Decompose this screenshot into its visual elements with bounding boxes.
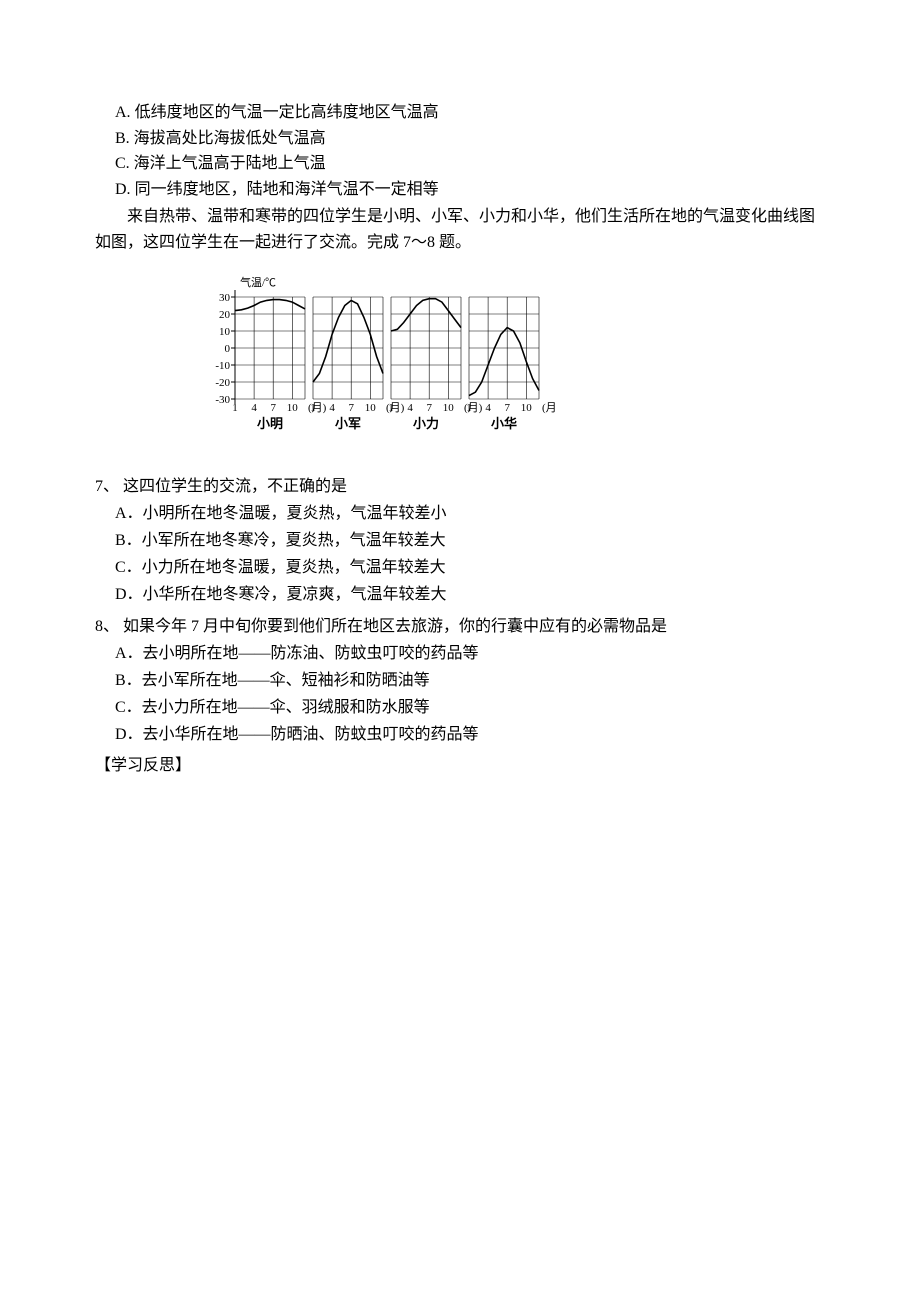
- prev-option-c: C. 海洋上气温高于陆地上气温: [115, 151, 825, 177]
- section-reflection-title: 【学习反思】: [95, 752, 825, 779]
- curve-xiao-hua: [469, 327, 539, 395]
- svg-text:4: 4: [407, 402, 413, 414]
- q8-option-b: B．去小军所在地——伞、短袖衫和防晒油等: [115, 667, 825, 694]
- svg-text:30: 30: [219, 292, 231, 304]
- svg-text:1: 1: [310, 402, 316, 414]
- chart-y-label: 气温/℃: [240, 275, 276, 289]
- svg-text:小华: 小华: [491, 416, 517, 431]
- option-text: 海拔高处比海拔低处气温高: [134, 130, 326, 147]
- option-text: 同一纬度地区，陆地和海洋气温不一定相等: [135, 181, 439, 198]
- svg-text:20: 20: [219, 309, 231, 321]
- option-letter: C.: [115, 155, 134, 172]
- prev-option-d: D. 同一纬度地区，陆地和海洋气温不一定相等: [115, 177, 825, 203]
- svg-text:0: 0: [225, 343, 231, 355]
- q8-option-d: D．去小华所在地——防晒油、防蚊虫叮咬的药品等: [115, 721, 825, 748]
- chart-y-axis: 30 20 10 0 -10 -20 -30: [215, 292, 230, 406]
- svg-text:7: 7: [504, 402, 510, 414]
- curve-xiao-jun: [313, 300, 383, 382]
- option-letter: D.: [115, 181, 135, 198]
- q7-stem: 7、 这四位学生的交流，不正确的是: [95, 473, 825, 500]
- curve-xiao-ming: [235, 299, 305, 310]
- svg-text:小明: 小明: [257, 416, 283, 431]
- svg-text:-20: -20: [215, 377, 230, 389]
- option-text: 海洋上气温高于陆地上气温: [134, 155, 326, 172]
- svg-text:小军: 小军: [335, 416, 361, 431]
- curve-xiao-li: [391, 298, 461, 330]
- prev-option-b: B. 海拔高处比海拔低处气温高: [115, 126, 825, 152]
- svg-text:4: 4: [251, 402, 257, 414]
- svg-text:1: 1: [388, 402, 394, 414]
- svg-text:10: 10: [219, 326, 231, 338]
- q8-option-a: A．去小明所在地——防冻油、防蚊虫叮咬的药品等: [115, 640, 825, 667]
- svg-text:10: 10: [443, 402, 455, 414]
- option-letter: A.: [115, 104, 135, 121]
- q7-option-a: A．小明所在地冬温暖，夏炎热，气温年较差小: [115, 500, 825, 527]
- svg-text:-30: -30: [215, 394, 230, 406]
- svg-text:7: 7: [270, 402, 276, 414]
- svg-text:-10: -10: [215, 360, 230, 372]
- chart-y-axis-line: [231, 290, 235, 404]
- svg-text:4: 4: [329, 402, 335, 414]
- svg-text:4: 4: [485, 402, 491, 414]
- option-letter: B.: [115, 130, 134, 147]
- q7-option-d: D．小华所在地冬寒冷，夏凉爽，气温年较差大: [115, 581, 825, 608]
- svg-text:(月): (月): [542, 402, 555, 414]
- temperature-chart: 气温/℃ 30 20 10 0 -10 -20 -30 14710(月) 小明: [195, 274, 825, 449]
- svg-text:1: 1: [466, 402, 472, 414]
- q7-option-b: B．小军所在地冬寒冷，夏炎热，气温年较差大: [115, 527, 825, 554]
- svg-text:7: 7: [348, 402, 354, 414]
- q8-option-c: C．去小力所在地——伞、羽绒服和防水服等: [115, 694, 825, 721]
- svg-text:10: 10: [287, 402, 299, 414]
- svg-text:小力: 小力: [413, 416, 439, 431]
- svg-text:7: 7: [426, 402, 432, 414]
- intro-paragraph: 来自热带、温带和寒带的四位学生是小明、小军、小力和小华，他们生活所在地的气温变化…: [95, 204, 825, 255]
- q7-option-c: C．小力所在地冬温暖，夏炎热，气温年较差大: [115, 554, 825, 581]
- svg-text:10: 10: [521, 402, 533, 414]
- prev-option-a: A. 低纬度地区的气温一定比高纬度地区气温高: [115, 100, 825, 126]
- svg-text:10: 10: [365, 402, 377, 414]
- option-text: 低纬度地区的气温一定比高纬度地区气温高: [135, 104, 439, 121]
- q8-stem: 8、 如果今年 7 月中旬你要到他们所在地区去旅游，你的行囊中应有的必需物品是: [95, 613, 825, 640]
